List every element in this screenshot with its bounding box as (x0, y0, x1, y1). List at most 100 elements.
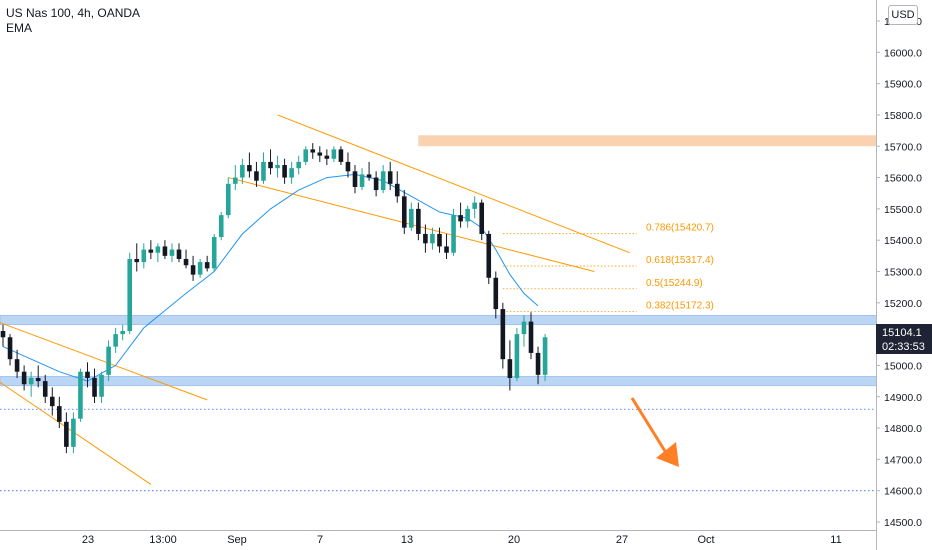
candle-body (387, 171, 393, 184)
candle-body (486, 233, 492, 278)
chart-header: US Nas 100, 4h, OANDA EMA (6, 6, 140, 36)
price-axis: 14500.0 14600.0 14700.0 14800.0 14900.0 15000… (876, 0, 932, 550)
y-tick-label: 15800.0 (884, 110, 922, 122)
candle-body (317, 152, 323, 156)
ema-path (2, 173, 539, 382)
candle-body (141, 249, 147, 263)
y-tick-label: 14800.0 (884, 423, 922, 435)
x-tick-label: 20 (508, 534, 520, 546)
candle-body (359, 174, 365, 187)
channel-line (0, 381, 152, 485)
fib-label: 0.786(15420.7) (646, 223, 714, 234)
x-tick-label: Oct (697, 534, 714, 546)
horizontal-lines (0, 408, 876, 492)
zones (0, 135, 932, 387)
candle-body (507, 359, 513, 378)
candle-body (64, 421, 69, 447)
y-tick-label: 15500.0 (884, 204, 922, 216)
candle-body (42, 381, 48, 397)
candle-body (28, 377, 34, 385)
time-axis: 23 13:00 Sep 7 13 20 27 Oct 11 (0, 530, 876, 546)
candle-body (218, 215, 224, 238)
y-tick-label: 14500.0 (884, 517, 922, 529)
candle-body (338, 149, 344, 162)
zone-lower-support (0, 376, 932, 387)
candle-body (211, 237, 217, 269)
candle-body (310, 149, 316, 153)
candle-body (500, 309, 506, 360)
candle-body (254, 171, 259, 181)
last-price-label: 15104.1 02:33:53 (876, 324, 932, 354)
x-tick-label: 13 (401, 534, 413, 546)
channel-line (277, 114, 630, 254)
candle-body (240, 165, 245, 178)
candle-body (514, 334, 520, 378)
candle-body (430, 233, 435, 244)
fibonacci-levels: 0.786(15420.7) 0.618(15317.4) 0.5(15244.9)… (502, 223, 714, 312)
candle-body (521, 321, 527, 335)
candle-body (85, 371, 90, 378)
arrow-shaft (630, 397, 670, 457)
candle-body (7, 337, 13, 360)
channel-line (0, 322, 208, 401)
y-tick-label: 15000.0 (884, 360, 922, 372)
symbol-title: US Nas 100, 4h, OANDA (6, 6, 141, 20)
candle-body (49, 396, 55, 407)
candle-body (542, 337, 548, 375)
candle-body (373, 177, 379, 191)
arrow-head (656, 442, 679, 467)
candle-body (345, 161, 351, 172)
y-tick-label: 15700.0 (884, 141, 922, 153)
y-tick-label: 14900.0 (884, 392, 922, 404)
candle-body (190, 265, 196, 275)
candle-body (472, 202, 477, 209)
candle-body (14, 359, 20, 372)
candle-body (92, 377, 97, 397)
candle-body (444, 246, 449, 253)
candle-body (204, 262, 210, 269)
candle-body (155, 246, 161, 253)
channel-lines (0, 114, 630, 485)
candle-body (380, 171, 386, 191)
y-tick-label: 14700.0 (884, 454, 922, 466)
candle-body (289, 168, 294, 178)
candle-body (465, 208, 470, 222)
down-arrow (630, 397, 679, 467)
currency-button[interactable]: USD (888, 5, 918, 25)
y-tick-label: 15600.0 (884, 173, 922, 185)
candle-body (296, 161, 301, 169)
zone-resistance (418, 135, 932, 147)
candle-body (268, 161, 273, 169)
zone-upper-support (0, 315, 932, 326)
candle-body (233, 177, 238, 184)
candle-body (127, 258, 133, 331)
candle-body (183, 258, 189, 266)
y-tick-label: 15900.0 (884, 79, 922, 91)
candle-body (479, 202, 485, 234)
candle-body (331, 149, 337, 159)
x-tick-label: Sep (227, 534, 247, 546)
candle-body (401, 196, 407, 228)
candle-body (247, 165, 252, 172)
x-tick-label: 27 (616, 534, 628, 546)
candle-body (282, 165, 287, 178)
fib-label: 0.5(15244.9) (646, 278, 703, 289)
fib-label: 0.382(15172.3) (646, 300, 714, 311)
indicator-label[interactable]: EMA (6, 21, 33, 35)
axis-bg (876, 0, 932, 550)
candle-body (106, 346, 111, 375)
fib-label: 0.618(15317.4) (646, 255, 714, 266)
x-tick-label: 7 (317, 534, 323, 546)
candle-body (394, 183, 400, 197)
ema-line (2, 173, 539, 382)
candle-body (366, 174, 372, 178)
candle-body (176, 249, 182, 259)
x-tick-label: 13:00 (149, 534, 177, 546)
candle-body (535, 352, 541, 375)
candle-body (162, 246, 168, 256)
y-tick-label: 14600.0 (884, 486, 922, 498)
candle-body (458, 215, 463, 222)
candle-body (409, 208, 414, 228)
candle-body (261, 161, 266, 181)
